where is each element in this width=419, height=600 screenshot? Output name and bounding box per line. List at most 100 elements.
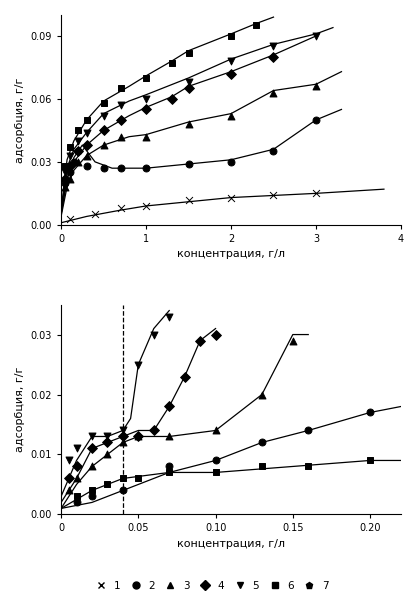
Point <box>185 195 192 205</box>
Point <box>270 146 277 156</box>
Point <box>143 132 150 142</box>
Point <box>100 163 107 173</box>
Point <box>253 20 260 30</box>
Point <box>89 485 96 495</box>
Point <box>166 401 173 411</box>
Point <box>100 98 107 108</box>
Point <box>305 425 312 435</box>
Point <box>212 330 219 340</box>
Point <box>270 191 277 200</box>
Point <box>259 390 265 400</box>
Point <box>75 125 81 135</box>
Point <box>117 83 124 93</box>
Point <box>270 88 277 97</box>
Point <box>65 455 72 465</box>
Point <box>143 94 150 104</box>
Point <box>75 157 81 167</box>
Point <box>135 473 142 483</box>
Point <box>367 407 373 417</box>
Point <box>168 94 175 104</box>
Point <box>66 151 73 160</box>
Point <box>89 461 96 471</box>
Point <box>166 467 173 477</box>
Point <box>270 41 277 51</box>
Point <box>150 425 157 435</box>
Point <box>73 443 80 453</box>
Point <box>313 188 319 198</box>
Point <box>62 182 69 192</box>
Point <box>89 431 96 441</box>
Point <box>83 128 90 137</box>
Point <box>65 485 72 495</box>
Point <box>185 159 192 169</box>
Point <box>104 449 111 459</box>
Point <box>135 431 142 441</box>
Point <box>66 142 73 152</box>
Point <box>73 473 80 483</box>
Point <box>89 443 96 453</box>
Point <box>150 330 157 340</box>
Point <box>185 119 192 129</box>
Point <box>83 140 90 150</box>
Point <box>290 336 296 346</box>
Point <box>166 431 173 441</box>
Point <box>228 69 234 79</box>
Point <box>313 31 319 41</box>
Point <box>367 455 373 465</box>
Point <box>62 167 69 177</box>
Point <box>313 82 319 91</box>
Point <box>119 425 126 435</box>
Point <box>143 163 150 173</box>
Point <box>62 161 69 171</box>
Point <box>117 132 124 142</box>
Point <box>66 174 73 184</box>
Point <box>119 473 126 483</box>
Point <box>83 115 90 125</box>
Point <box>75 146 81 156</box>
Point <box>166 312 173 322</box>
Point <box>143 104 150 114</box>
Point <box>135 431 142 441</box>
Point <box>66 167 73 177</box>
Point <box>117 163 124 173</box>
Y-axis label: адсорбция, г/г: адсорбция, г/г <box>15 77 25 163</box>
Point <box>305 461 312 471</box>
Point <box>117 203 124 213</box>
X-axis label: концентрация, г/л: концентрация, г/л <box>177 539 285 549</box>
Point <box>70 157 77 167</box>
Point <box>228 56 234 66</box>
Point <box>100 125 107 135</box>
Point <box>185 48 192 58</box>
Point <box>66 214 73 223</box>
Point <box>212 455 219 465</box>
Point <box>181 372 188 382</box>
Point <box>62 174 69 184</box>
Point <box>270 52 277 62</box>
Point <box>104 431 111 441</box>
Point <box>143 201 150 211</box>
Point <box>83 151 90 160</box>
Point <box>135 360 142 370</box>
Point <box>228 157 234 167</box>
Point <box>259 461 265 471</box>
Point <box>143 73 150 83</box>
Point <box>228 193 234 202</box>
Point <box>83 161 90 171</box>
Point <box>62 178 69 188</box>
Point <box>65 473 72 483</box>
Point <box>228 111 234 121</box>
Legend: 1, 2, 3, 4, 5, 6, 7: 1, 2, 3, 4, 5, 6, 7 <box>86 577 333 595</box>
Point <box>212 467 219 477</box>
Point <box>212 425 219 435</box>
Point <box>119 431 126 441</box>
Point <box>73 461 80 471</box>
Point <box>117 115 124 125</box>
Point <box>185 77 192 87</box>
Point <box>100 140 107 150</box>
Point <box>228 31 234 41</box>
Point <box>73 491 80 501</box>
Point <box>66 161 73 171</box>
Point <box>185 83 192 93</box>
Point <box>117 100 124 110</box>
Point <box>89 491 96 501</box>
